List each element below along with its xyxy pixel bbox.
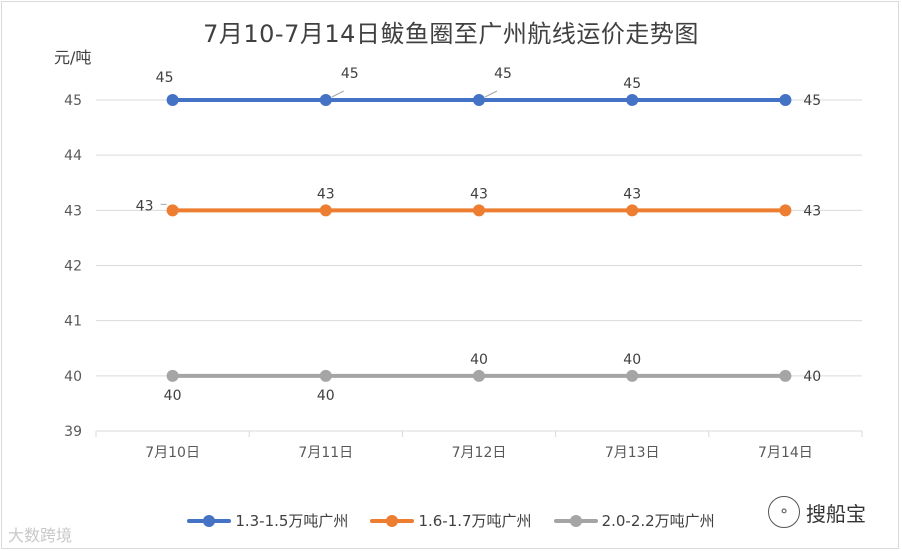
x-tick-label: 7月13日 <box>605 445 660 461</box>
legend-swatch <box>370 514 415 527</box>
y-tick-label: 41 <box>64 314 82 330</box>
data-label: 43 <box>317 186 335 202</box>
legend-item: 1.6-1.7万吨广州 <box>370 510 532 531</box>
data-point <box>473 369 485 382</box>
data-label: 43 <box>470 186 488 202</box>
y-tick-label: 42 <box>64 259 82 275</box>
data-label: 43 <box>803 203 821 219</box>
data-point <box>319 369 332 382</box>
x-tick-label: 7月10日 <box>145 445 200 461</box>
leader-line <box>484 90 498 98</box>
data-label: 43 <box>136 198 154 214</box>
legend-label: 1.3-1.5万吨广州 <box>235 512 349 530</box>
watermark-soucbao-label: 搜船宝 <box>806 501 866 526</box>
data-label: 45 <box>803 93 821 109</box>
leader-line <box>331 90 345 98</box>
data-point <box>779 204 792 217</box>
x-tick-label: 7月12日 <box>452 445 507 461</box>
data-point <box>166 94 179 106</box>
x-tick-label: 7月14日 <box>758 445 813 461</box>
y-axis-unit-label: 元/吨 <box>54 48 92 67</box>
data-label: 45 <box>623 76 641 92</box>
data-label: 45 <box>494 66 512 82</box>
y-tick-label: 40 <box>64 369 82 385</box>
data-point <box>319 204 332 217</box>
data-label: 40 <box>317 388 335 404</box>
data-point <box>626 204 639 217</box>
legend-swatch <box>187 514 232 527</box>
chart-legend: 1.3-1.5万吨广州 1.6-1.7万吨广州 2.0-2.2万吨广州 <box>0 510 902 531</box>
data-point <box>319 94 332 106</box>
data-label: 40 <box>470 352 488 368</box>
y-tick-label: 39 <box>64 424 82 440</box>
watermark-dashu: 大数跨境 <box>8 526 73 545</box>
data-label: 40 <box>164 388 182 404</box>
data-point <box>473 94 485 106</box>
chart-title: 7月10-7月14日鲅鱼圈至广州航线运价走势图 <box>203 20 699 48</box>
legend-swatch <box>553 514 598 527</box>
data-point <box>166 204 179 217</box>
y-tick-label: 45 <box>64 93 82 109</box>
data-point <box>779 369 792 382</box>
data-point <box>166 369 179 382</box>
data-point <box>473 204 485 217</box>
x-tick-label: 7月11日 <box>298 445 353 461</box>
data-label: 43 <box>623 186 641 202</box>
legend-label: 1.6-1.7万吨广州 <box>418 512 532 530</box>
data-label: 40 <box>803 369 821 385</box>
data-label: 45 <box>156 70 174 86</box>
watermark-soucbao: ⚬ 搜船宝 <box>768 496 866 528</box>
y-tick-label: 43 <box>64 203 82 219</box>
data-point <box>626 369 639 382</box>
data-label: 45 <box>341 66 359 82</box>
data-label: 40 <box>623 352 641 368</box>
legend-label: 2.0-2.2万吨广州 <box>601 512 715 530</box>
wechat-icon: ⚬ <box>768 496 800 528</box>
legend-item: 1.3-1.5万吨广州 <box>187 510 348 531</box>
y-tick-label: 44 <box>64 148 82 164</box>
legend-item: 2.0-2.2万吨广州 <box>553 510 715 531</box>
data-point <box>779 94 792 106</box>
data-point <box>626 94 639 106</box>
